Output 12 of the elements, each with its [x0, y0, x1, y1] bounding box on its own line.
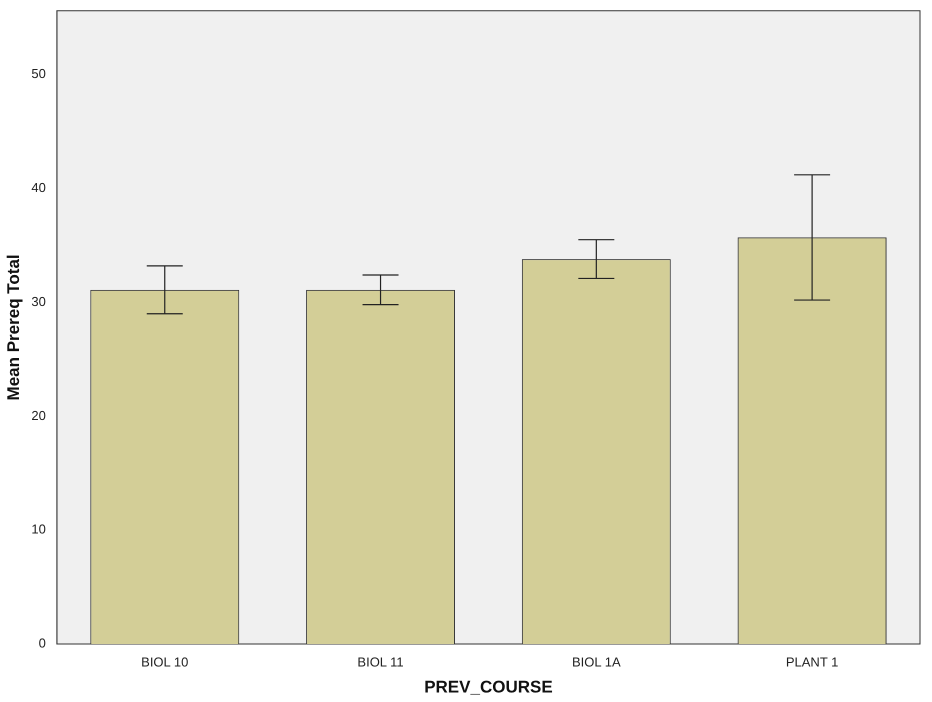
y-tick-label: 10 — [31, 522, 46, 537]
y-tick-label: 50 — [31, 66, 46, 82]
y-tick-label: 20 — [31, 408, 46, 423]
x-tick-label: BIOL 1A — [572, 654, 621, 670]
x-tick-label: PLANT 1 — [786, 654, 838, 670]
y-axis-title: Mean Prereq Total — [4, 254, 23, 400]
x-tick-label: BIOL 11 — [357, 654, 404, 670]
y-tick-label: 0 — [38, 636, 46, 651]
y-tick-label: 40 — [31, 180, 46, 196]
x-axis-title: PREV_COURSE — [424, 677, 553, 696]
x-tick-label: BIOL 10 — [141, 654, 188, 670]
y-tick-label: 30 — [31, 294, 46, 309]
